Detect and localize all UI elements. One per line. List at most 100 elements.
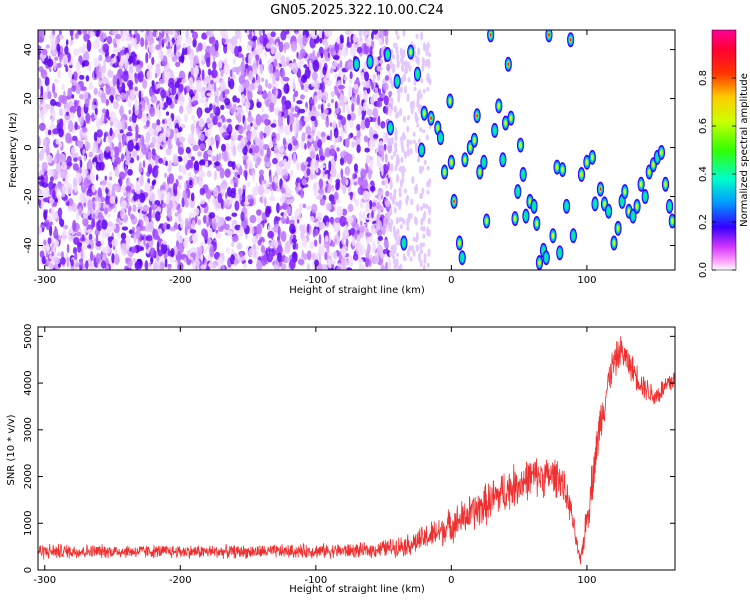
noise-blob: [46, 154, 53, 164]
noise-blob: [265, 205, 271, 218]
noise-blob: [100, 260, 107, 269]
noise-blob: [206, 117, 211, 125]
noise-blob: [82, 212, 89, 219]
noise-blob: [282, 137, 286, 146]
noise-blob: [142, 204, 149, 212]
noise-blob: [389, 180, 393, 190]
noise-blob: [177, 175, 183, 180]
noise-blob: [149, 247, 156, 258]
noise-blob: [138, 161, 142, 174]
noise-blob: [382, 82, 389, 92]
noise-blob: [106, 181, 112, 191]
noise-blob: [187, 45, 191, 55]
noise-blob: [225, 216, 232, 221]
noise-blob: [330, 90, 335, 98]
noise-blob: [187, 133, 194, 145]
noise-blob: [364, 147, 371, 153]
noise-blob: [346, 36, 350, 46]
noise-blob: [380, 264, 386, 270]
noise-blob: [226, 186, 232, 197]
noise-blob: [291, 238, 297, 244]
noise-blob: [268, 63, 274, 74]
noise-blob: [217, 256, 224, 267]
spectral-peak: [384, 46, 392, 62]
noise-blob: [56, 102, 62, 108]
noise-blob: [246, 30, 250, 36]
noise-blob: [98, 91, 102, 98]
noise-blob: [364, 135, 368, 143]
noise-blob: [340, 127, 344, 140]
noise-blob: [122, 71, 129, 82]
noise-blob: [195, 79, 202, 92]
noise-blob: [97, 122, 101, 131]
noise-blob: [174, 30, 177, 41]
noise-blob: [259, 35, 264, 44]
noise-blob: [158, 192, 165, 201]
noise-blob: [389, 251, 393, 257]
noise-blob: [110, 95, 114, 104]
noise-blob: [233, 258, 240, 265]
noise-blob: [72, 135, 78, 142]
noise-blob: [403, 150, 407, 159]
spectral-peak: [530, 198, 538, 214]
noise-blob: [144, 216, 149, 226]
noise-blob: [109, 141, 113, 152]
noise-blob: [88, 233, 93, 241]
noise-blob: [243, 201, 250, 206]
noise-blob: [299, 48, 306, 58]
noise-blob: [333, 221, 340, 233]
noise-blob: [228, 38, 233, 43]
noise-blob: [307, 134, 311, 139]
noise-blob: [368, 138, 375, 151]
snr-xlabel: Height of straight line (km): [289, 584, 425, 595]
noise-blob: [43, 210, 48, 221]
noise-blob: [39, 150, 44, 161]
noise-blob: [278, 160, 285, 168]
noise-blob: [262, 114, 269, 119]
noise-blob: [402, 131, 405, 141]
noise-blob: [167, 41, 171, 50]
noise-blob: [360, 220, 363, 227]
noise-blob: [358, 231, 365, 238]
noise-blob: [401, 65, 404, 72]
noise-blob: [352, 191, 356, 203]
noise-blob: [278, 145, 285, 153]
noise-blob: [65, 111, 70, 117]
noise-blob: [63, 224, 69, 230]
noise-blob: [378, 144, 385, 156]
noise-blob: [337, 63, 340, 71]
noise-blob: [334, 238, 337, 243]
noise-blob: [149, 142, 155, 149]
snr-x-ticks: -300 -200 -100 0 100: [33, 327, 596, 586]
noise-blob: [409, 148, 413, 155]
noise-blob: [156, 31, 159, 39]
noise-blob: [423, 210, 427, 219]
noise-blob: [377, 73, 381, 81]
noise-blob: [238, 124, 244, 135]
noise-blob: [118, 140, 122, 153]
noise-blob: [197, 108, 201, 119]
noise-blob: [163, 30, 170, 34]
noise-blob: [127, 169, 133, 176]
noise-blob: [84, 134, 88, 146]
noise-blob: [396, 228, 400, 236]
noise-blob: [125, 52, 130, 60]
noise-blob: [329, 144, 335, 150]
noise-blob: [319, 37, 323, 44]
noise-blob: [422, 233, 426, 239]
noise-blob: [165, 71, 172, 78]
noise-blob: [40, 224, 45, 229]
noise-blob: [75, 172, 82, 185]
noise-blob: [272, 73, 277, 85]
noise-blob: [270, 94, 273, 102]
x-tick-label: -200: [169, 275, 192, 286]
noise-blob: [200, 253, 203, 263]
noise-blob: [342, 47, 347, 58]
noise-blob: [301, 178, 307, 186]
noise-blob: [354, 173, 358, 179]
noise-blob: [167, 116, 173, 129]
noise-blob: [193, 207, 200, 216]
spectral-peak: [600, 196, 609, 212]
noise-blob: [40, 108, 45, 121]
noise-blob: [228, 78, 235, 90]
